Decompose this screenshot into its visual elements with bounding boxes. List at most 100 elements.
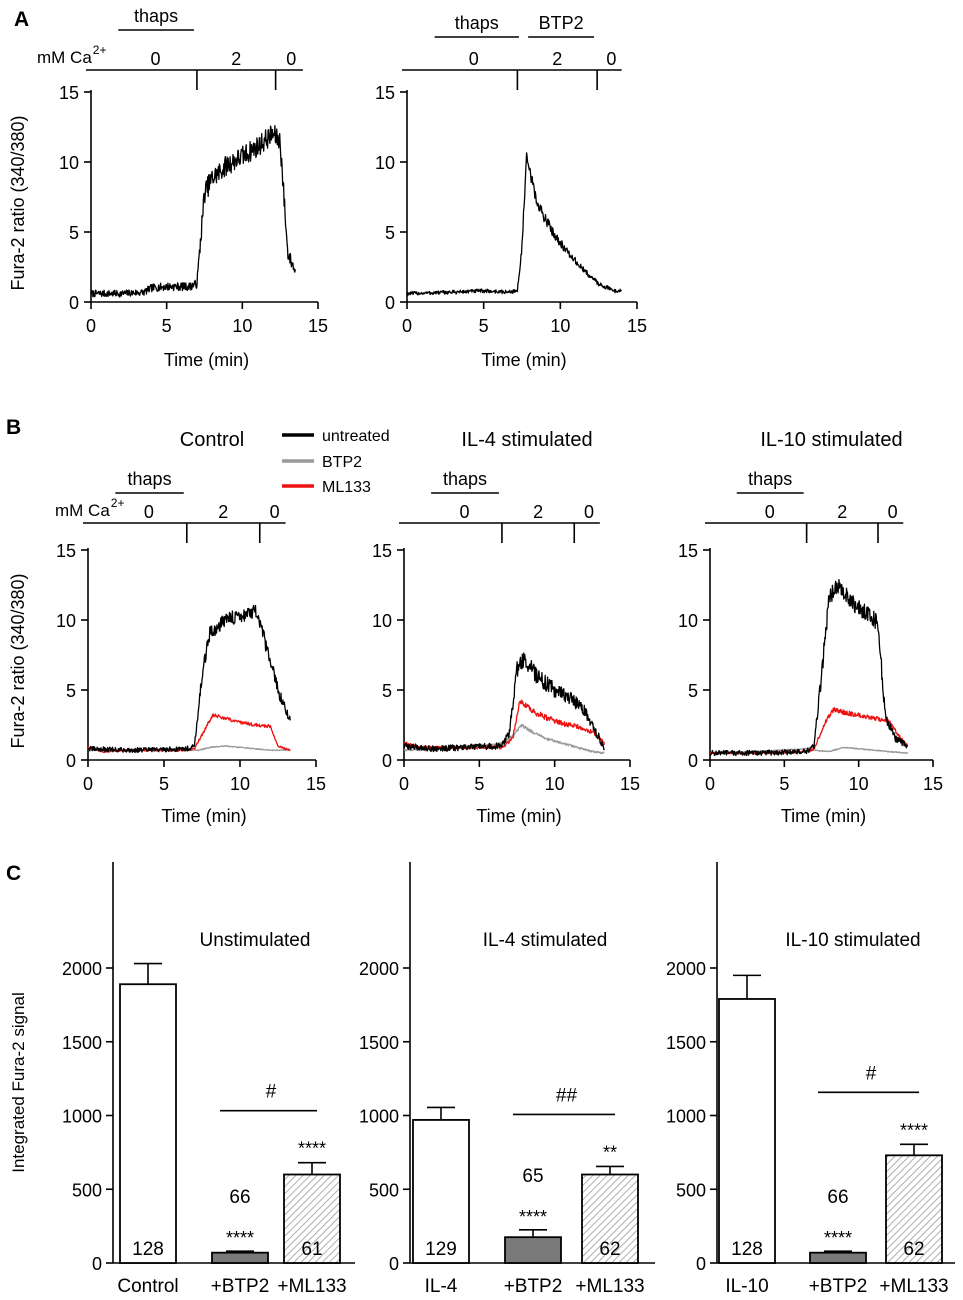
y-tick-label: 1500 <box>62 1033 102 1053</box>
y-tick-label: 0 <box>66 751 76 771</box>
sample-size-label: 62 <box>903 1239 924 1260</box>
sample-size-label: 61 <box>301 1239 322 1260</box>
trace-ml133 <box>87 713 291 754</box>
calcium-concentration-label: 0 <box>286 49 296 69</box>
significance-stars: **** <box>900 1120 928 1140</box>
trace-untreated <box>87 604 291 754</box>
sample-size-label: 129 <box>425 1239 457 1260</box>
sample-size-label: 65 <box>522 1166 543 1187</box>
bar-ml133 <box>283 1173 341 1264</box>
significance-stars: **** <box>824 1228 852 1248</box>
y-tick-label: 15 <box>59 83 79 103</box>
y-tick-label: 500 <box>369 1180 399 1200</box>
treatment-label: BTP2 <box>539 13 584 33</box>
treatment-label: thaps <box>128 469 172 489</box>
y-tick-label: 0 <box>92 1254 102 1274</box>
y-tick-label: 2000 <box>62 959 102 979</box>
y-tick-label: 2000 <box>359 959 399 979</box>
chart-c2: 0 500 1000 1500 2000 IL-4 stimulated IL-4 129 +B… <box>359 862 655 1297</box>
bar-ml133 <box>581 1173 639 1264</box>
sample-size-label: 66 <box>229 1187 250 1208</box>
legend-label-btp2: BTP2 <box>322 454 362 471</box>
y-tick-label: 5 <box>385 223 395 243</box>
y-tick-label: 1000 <box>62 1107 102 1127</box>
y-tick-label: 0 <box>389 1254 399 1274</box>
chart-a1: 0 5 10 15 0 5 10 15 Time (min) Fura-2 ratio (340/… <box>8 6 328 370</box>
calcium-concentration-label: 0 <box>144 502 154 522</box>
calcium-concentration-label: 0 <box>459 502 469 522</box>
calcium-concentration-label: 2 <box>218 502 228 522</box>
sample-size-label: 128 <box>731 1239 763 1260</box>
x-category-label: +BTP2 <box>211 1276 270 1297</box>
calcium-concentration-label: 0 <box>270 502 280 522</box>
x-tick-label: 10 <box>232 316 252 336</box>
x-tick-label: 0 <box>83 774 93 794</box>
y-tick-label: 10 <box>56 611 76 631</box>
significance-stars: ** <box>603 1142 617 1162</box>
calcium-unit-label: mM Ca <box>37 48 92 67</box>
x-tick-label: 10 <box>545 774 565 794</box>
y-tick-label: 15 <box>678 541 698 561</box>
y-tick-label: 0 <box>385 293 395 313</box>
legend: untreated BTP2 ML133 <box>282 428 390 496</box>
y-tick-label: 0 <box>696 1254 706 1274</box>
x-tick-label: 5 <box>474 774 484 794</box>
bar-btp2 <box>809 1251 867 1264</box>
calcium-concentration-label: 2 <box>231 49 241 69</box>
x-axis-label: Time (min) <box>481 350 566 370</box>
x-tick-label: 5 <box>479 316 489 336</box>
calcium-concentration-label: 0 <box>150 49 160 69</box>
significance-stars: **** <box>519 1207 547 1227</box>
y-tick-label: 10 <box>59 153 79 173</box>
chart-b1: 0 5 10 15 0 5 10 15 Time (min) Fura-2 ratio (340/… <box>8 429 326 826</box>
significance-stars: **** <box>226 1228 254 1248</box>
sample-size-label: 128 <box>132 1239 164 1260</box>
sample-size-label: 66 <box>827 1187 848 1208</box>
x-category-label: Control <box>117 1276 178 1297</box>
y-tick-label: 1500 <box>359 1033 399 1053</box>
y-axis-label: Fura-2 ratio (340/380) <box>8 115 28 290</box>
significance-stars: **** <box>298 1139 326 1159</box>
x-tick-label: 10 <box>230 774 250 794</box>
calcium-concentration-label: 0 <box>584 502 594 522</box>
chart-layer: A B C 0 5 10 15 0 5 10 15 Time (min) Fura-2 ratio (3… <box>6 6 955 1297</box>
x-tick-label: 15 <box>306 774 326 794</box>
x-category-label: IL-4 <box>425 1276 458 1297</box>
chart-a2: 0 5 10 15 0 5 10 15 Time (min) 0 2 0 thaps BTP2 <box>375 13 647 370</box>
y-tick-label: 10 <box>375 153 395 173</box>
treatment-label: thaps <box>455 13 499 33</box>
calcium-superscript: 2+ <box>111 496 125 510</box>
calcium-concentration-label: 0 <box>765 502 775 522</box>
y-tick-label: 5 <box>66 681 76 701</box>
chart-title: Unstimulated <box>200 930 311 951</box>
calcium-concentration-label: 0 <box>469 49 479 69</box>
x-tick-label: 10 <box>550 316 570 336</box>
calcium-unit-label: mM Ca <box>55 501 110 520</box>
chart-c3: 0 500 1000 1500 2000 IL-10 stimulated IL-10 128… <box>666 862 955 1297</box>
x-tick-label: 10 <box>849 774 869 794</box>
x-category-label: +BTP2 <box>809 1276 868 1297</box>
x-category-label: +ML133 <box>575 1276 644 1297</box>
x-axis-label: Time (min) <box>164 350 249 370</box>
y-tick-label: 0 <box>382 751 392 771</box>
x-tick-label: 0 <box>705 774 715 794</box>
calcium-concentration-label: 0 <box>888 502 898 522</box>
treatment-label: thaps <box>134 6 178 26</box>
y-tick-label: 15 <box>56 541 76 561</box>
y-tick-label: 5 <box>382 681 392 701</box>
chart-title: Control <box>180 429 244 451</box>
legend-label-ml133: ML133 <box>322 479 371 496</box>
trace-untreated <box>709 578 909 757</box>
x-tick-label: 5 <box>162 316 172 336</box>
x-tick-label: 0 <box>399 774 409 794</box>
y-tick-label: 500 <box>72 1180 102 1200</box>
x-tick-label: 15 <box>923 774 943 794</box>
bar-control <box>119 983 177 1264</box>
y-axis-label: Integrated Fura-2 signal <box>9 992 28 1173</box>
trace-trace <box>406 152 622 296</box>
x-tick-label: 15 <box>308 316 328 336</box>
bracket-significance-label: # <box>266 1082 277 1103</box>
chart-title: IL-10 stimulated <box>760 429 902 451</box>
x-tick-label: 5 <box>159 774 169 794</box>
x-tick-label: 15 <box>627 316 647 336</box>
